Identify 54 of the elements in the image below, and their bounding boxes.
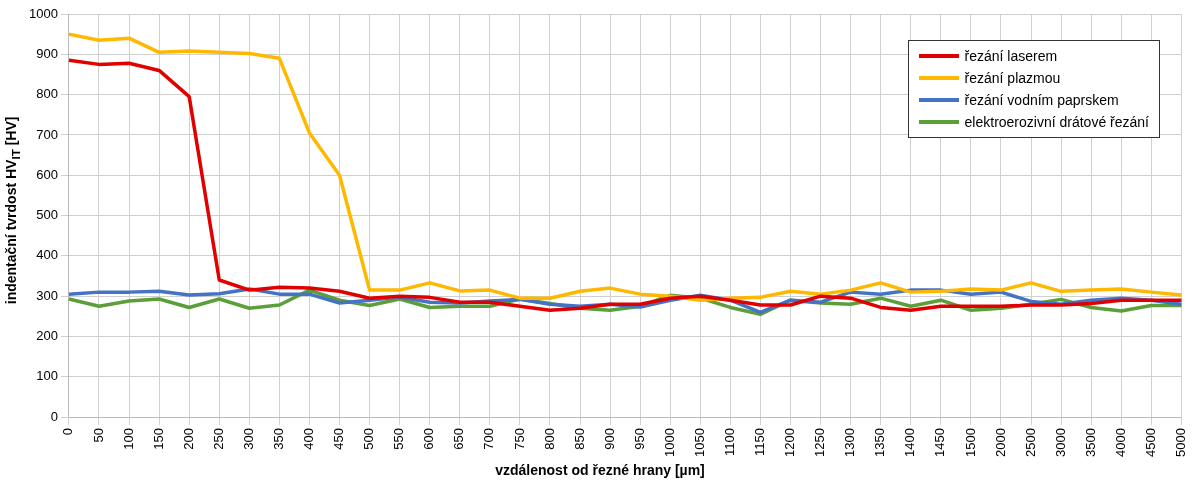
x-tick-label: 1400 — [902, 428, 918, 457]
legend-label: řezání plazmou — [964, 70, 1061, 86]
y-tick-label: 200 — [36, 328, 58, 344]
x-tick-label: 1500 — [962, 428, 978, 457]
x-tick-label: 5000 — [1172, 428, 1188, 457]
x-tick-label: 400 — [301, 428, 317, 450]
y-tick-label: 800 — [36, 86, 58, 102]
x-tick-label: 200 — [180, 428, 196, 450]
x-tick-label: 3000 — [1052, 428, 1068, 457]
x-tick-label: 700 — [481, 428, 497, 450]
legend-label: řezání vodním paprskem — [964, 92, 1119, 108]
x-tick-label: 300 — [240, 428, 256, 450]
x-tick-label: 450 — [331, 428, 347, 450]
x-tick-label: 1000 — [661, 428, 677, 457]
x-tick-label: 500 — [361, 428, 377, 450]
legend-label: elektroerozivní drátové řezání — [964, 114, 1149, 130]
x-tick-label: 2000 — [992, 428, 1008, 457]
y-tick-label: 0 — [50, 408, 58, 424]
x-tick-label: 4000 — [1112, 428, 1128, 457]
x-tick-label: 850 — [571, 428, 587, 450]
x-tick-label: 550 — [391, 428, 407, 450]
legend-label: řezání laserem — [964, 48, 1058, 64]
x-tick-label: 50 — [90, 428, 106, 443]
y-tick-label: 100 — [36, 368, 58, 384]
x-tick-label: 650 — [451, 428, 467, 450]
x-tick-label: 250 — [210, 428, 226, 450]
x-tick-label: 3500 — [1082, 428, 1098, 457]
x-tick-label: 0 — [60, 428, 76, 436]
y-tick-label: 300 — [36, 287, 58, 303]
y-tick-label: 900 — [36, 45, 58, 61]
x-tick-label: 1200 — [782, 428, 798, 457]
x-tick-label: 350 — [270, 428, 286, 450]
x-tick-label: 2500 — [1022, 428, 1038, 457]
x-tick-label: 1300 — [842, 428, 858, 457]
x-tick-label: 600 — [421, 428, 437, 450]
x-tick-label: 950 — [631, 428, 647, 450]
x-tick-label: 1450 — [932, 428, 948, 457]
x-tick-label: 1350 — [872, 428, 888, 457]
x-tick-label: 1250 — [812, 428, 828, 457]
x-axis-title: vzdálenost od řezné hrany [µm] — [494, 462, 706, 478]
y-tick-label: 500 — [36, 207, 58, 223]
x-tick-label: 150 — [150, 428, 166, 450]
y-tick-label: 400 — [36, 247, 58, 263]
y-tick-label: 700 — [36, 126, 58, 142]
x-tick-label: 100 — [120, 428, 136, 450]
x-tick-label: 750 — [511, 428, 527, 450]
y-tick-label: 600 — [36, 166, 58, 182]
x-tick-label: 1100 — [721, 428, 737, 457]
x-tick-label: 900 — [601, 428, 617, 450]
x-tick-label: 1050 — [691, 428, 707, 457]
x-tick-label: 1150 — [752, 428, 768, 457]
y-tick-label: 1000 — [29, 5, 58, 21]
x-tick-label: 800 — [541, 428, 557, 450]
x-tick-label: 4500 — [1142, 428, 1158, 457]
